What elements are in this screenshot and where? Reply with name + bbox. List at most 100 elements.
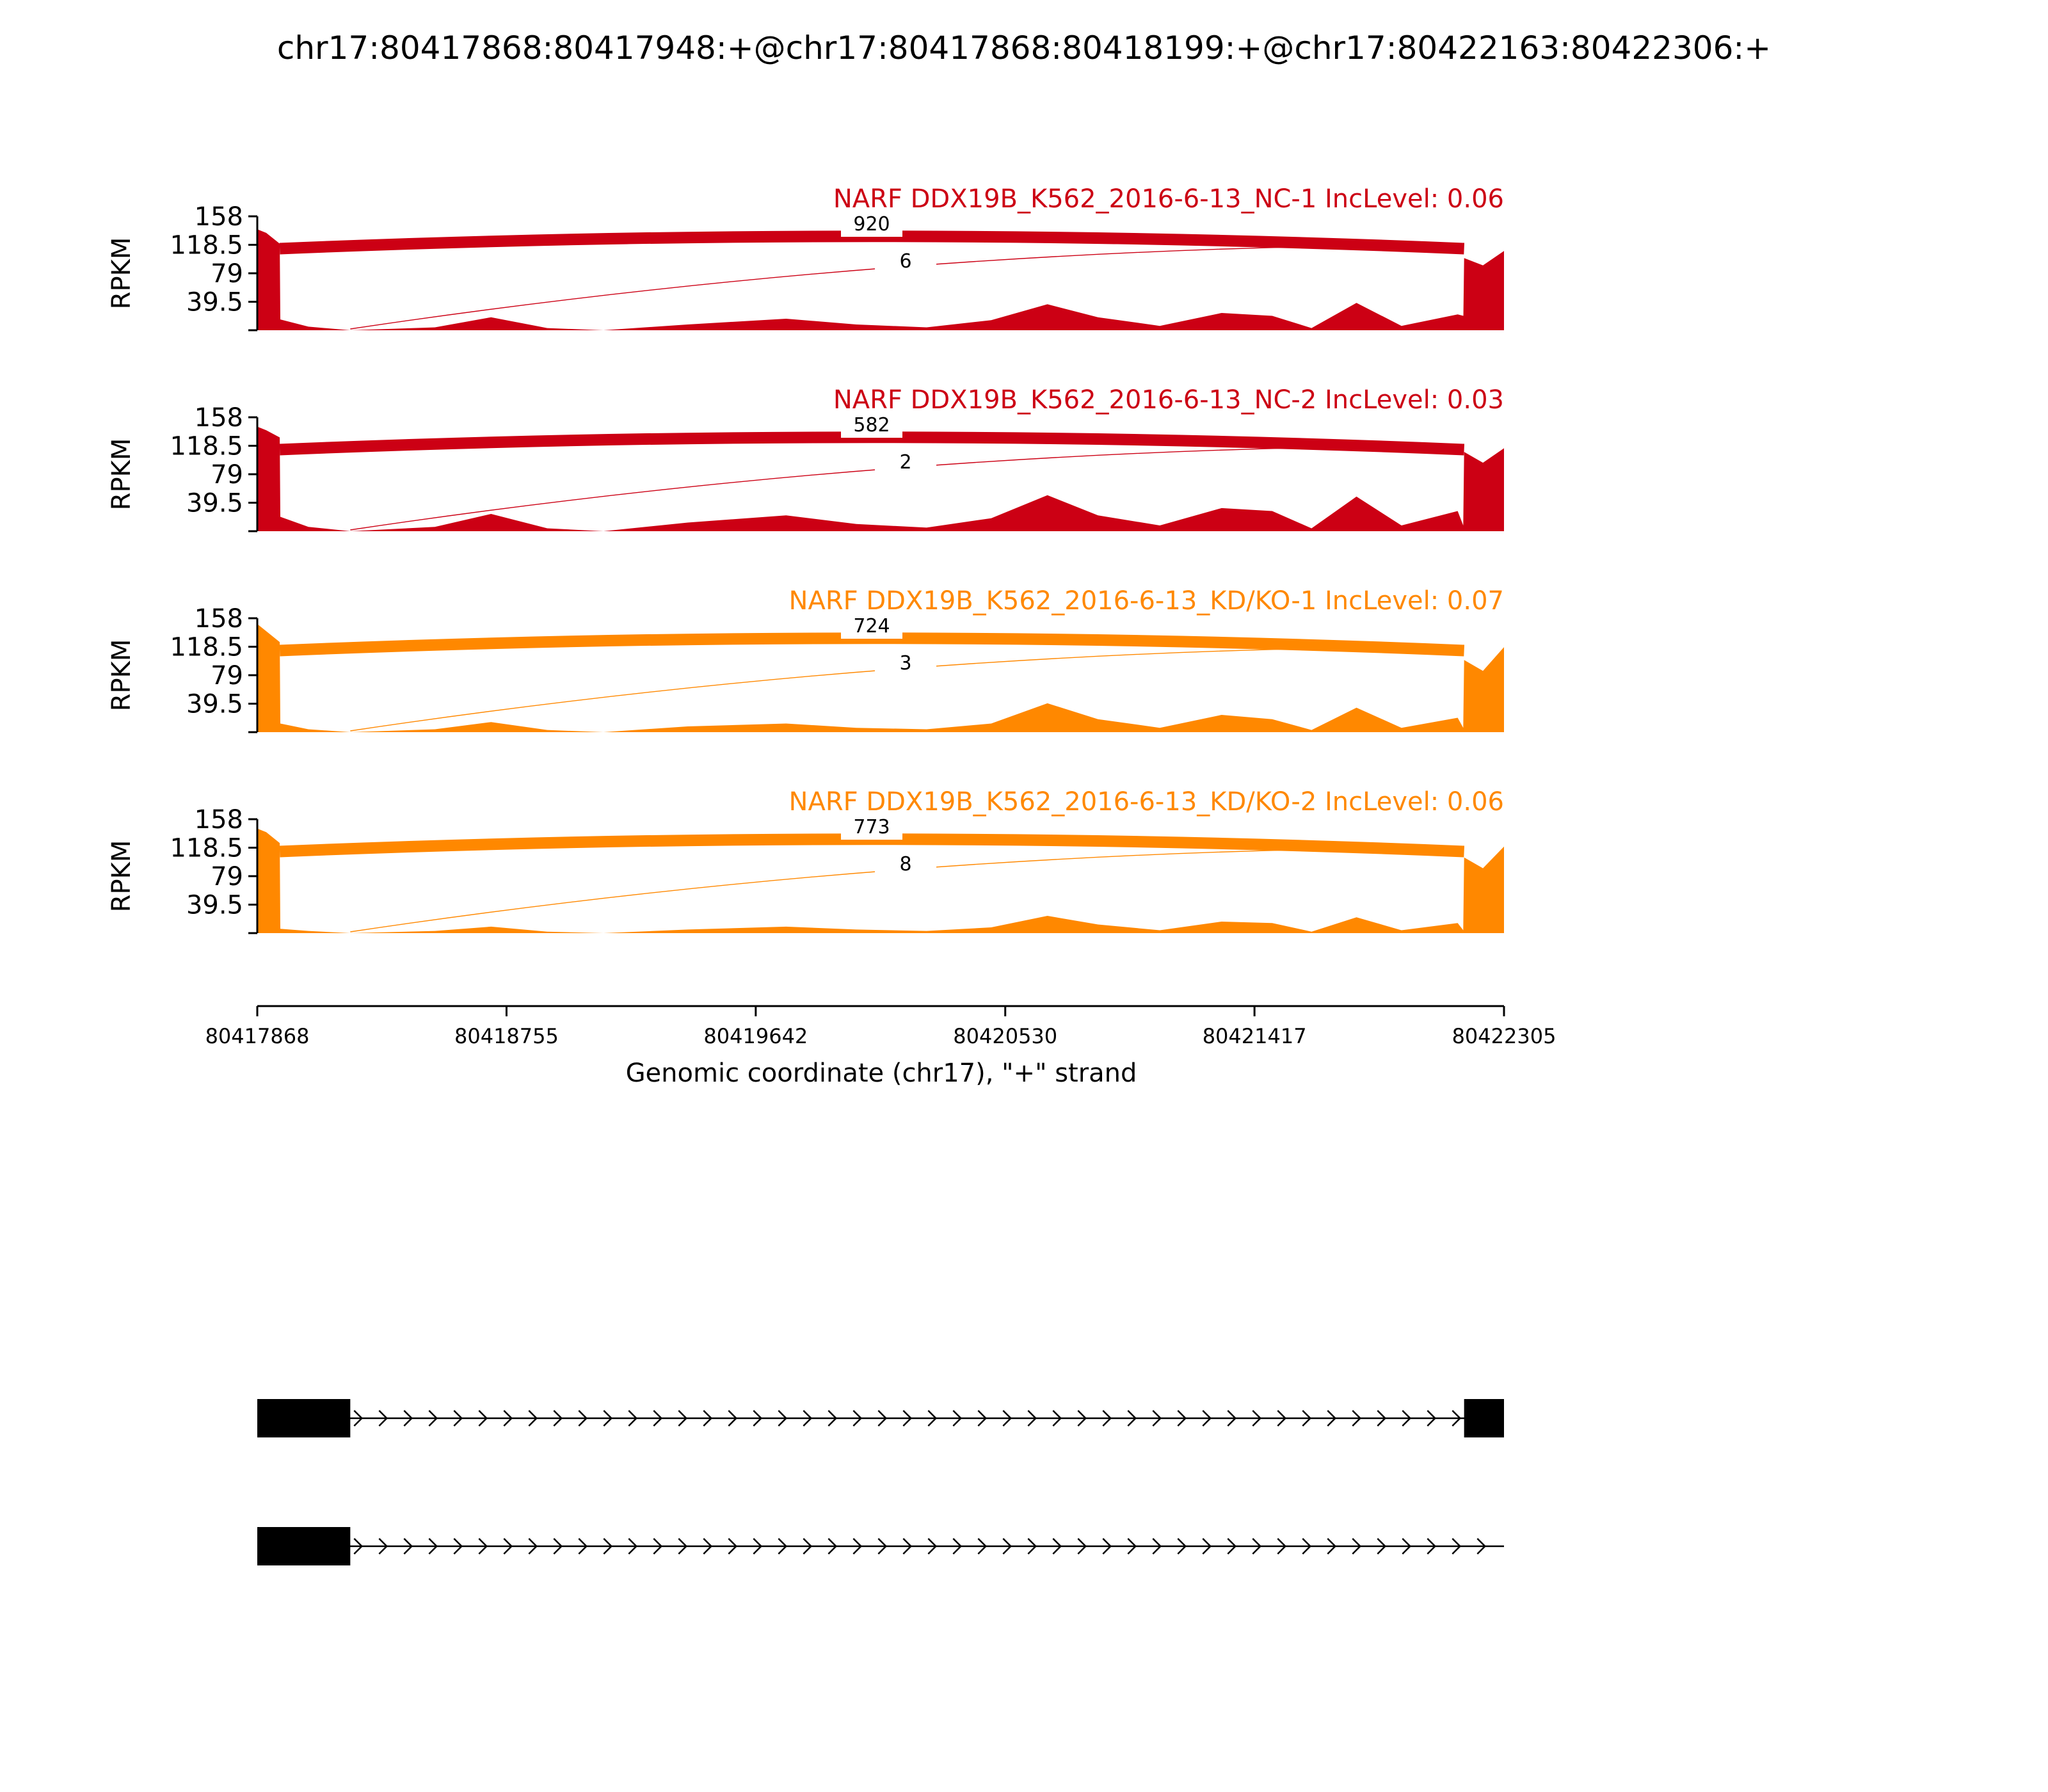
- strand-chevron-icon: [478, 1410, 488, 1427]
- strand-chevron-icon: [1377, 1410, 1387, 1427]
- strand-chevron-icon: [1002, 1410, 1012, 1427]
- series-title-3: NARF DDX19B_K562_2016-6-13_KD/KO-1 IncLe…: [789, 586, 1504, 616]
- junction-label-box-1-2: [875, 252, 936, 274]
- y-tick-label-1-1: 158: [195, 202, 243, 232]
- strand-chevron-icon: [902, 1410, 913, 1427]
- junction-label-2-2: 2: [899, 451, 911, 474]
- strand-chevron-icon: [803, 1410, 813, 1427]
- x-tick-label-4: 80420530: [953, 1024, 1057, 1048]
- strand-chevron-icon: [578, 1538, 588, 1555]
- strand-chevron-icon: [828, 1538, 838, 1555]
- transcript-models: [257, 1399, 1504, 1565]
- strand-chevron-icon: [553, 1410, 563, 1427]
- strand-chevron-icon: [628, 1410, 638, 1427]
- strand-chevron-icon: [877, 1538, 888, 1555]
- coverage-panels: 920 6 NARF DDX19B_K562_2016-6-13_NC-1 IncL…: [107, 184, 1504, 934]
- junction-label-3-2: 3: [899, 652, 911, 675]
- y-tick-label-4-4: 39.5: [186, 891, 243, 920]
- strand-chevron-icon: [1252, 1538, 1262, 1555]
- y-tick-label-3-3: 79: [211, 661, 243, 691]
- strand-chevron-icon: [1152, 1538, 1162, 1555]
- junction-label-box-4-1: [841, 818, 902, 840]
- panel-4: 773 8 NARF DDX19B_K562_2016-6-13_KD/KO-2 I…: [107, 787, 1504, 934]
- strand-chevron-icon: [753, 1410, 763, 1427]
- y-tick-label-3-1: 158: [195, 604, 243, 634]
- x-axis-label: Genomic coordinate (chr17), "+" strand: [626, 1059, 1137, 1088]
- strand-chevron-icon: [753, 1538, 763, 1555]
- junction-label-4-2: 8: [899, 853, 911, 876]
- strand-chevron-icon: [828, 1410, 838, 1427]
- x-tick-label-6: 80422305: [1452, 1024, 1556, 1048]
- strand-chevron-icon: [1402, 1410, 1412, 1427]
- transcript-1: [257, 1399, 1504, 1437]
- junction-label-4-1: 773: [853, 816, 890, 838]
- strand-chevron-icon: [852, 1538, 863, 1555]
- y-axis-label-4: RPKM: [107, 840, 136, 913]
- junction-label-2-1: 582: [853, 414, 890, 436]
- x-tick-label-1: 80417868: [205, 1024, 310, 1048]
- strand-chevron-icon: [1427, 1410, 1437, 1427]
- junction-label-box-2-1: [841, 416, 902, 438]
- strand-chevron-icon: [678, 1410, 688, 1427]
- junction-label-box-2-2: [875, 453, 936, 475]
- junction-label-1-1: 920: [853, 213, 890, 236]
- strand-chevron-icon: [778, 1538, 788, 1555]
- strand-chevron-icon: [378, 1538, 388, 1555]
- strand-chevron-icon: [1202, 1410, 1212, 1427]
- strand-chevron-icon: [927, 1410, 938, 1427]
- strand-chevron-icon: [728, 1410, 738, 1427]
- strand-chevron-icon: [1402, 1538, 1412, 1555]
- y-tick-label-4-1: 158: [195, 805, 243, 835]
- exon-1-2: [1464, 1399, 1504, 1437]
- strand-chevron-icon: [1277, 1410, 1287, 1427]
- strand-chevron-icon: [877, 1410, 888, 1427]
- strand-chevron-icon: [1177, 1538, 1187, 1555]
- series-title-2: NARF DDX19B_K562_2016-6-13_NC-2 IncLevel…: [833, 385, 1504, 415]
- x-tick-label-3: 80419642: [703, 1024, 808, 1048]
- strand-chevron-icon: [1177, 1410, 1187, 1427]
- strand-chevron-icon: [603, 1410, 613, 1427]
- y-tick-label-4-2: 118.5: [170, 834, 243, 863]
- y-tick-label-1-4: 39.5: [186, 288, 243, 317]
- strand-chevron-icon: [528, 1410, 538, 1427]
- strand-chevron-icon: [603, 1538, 613, 1555]
- strand-chevron-icon: [403, 1410, 413, 1427]
- strand-chevron-icon: [1227, 1538, 1237, 1555]
- strand-chevron-icon: [503, 1410, 513, 1427]
- strand-chevron-icon: [1277, 1538, 1287, 1555]
- y-tick-label-1-3: 79: [211, 259, 243, 289]
- strand-chevron-icon: [528, 1538, 538, 1555]
- y-tick-label-4-3: 79: [211, 862, 243, 892]
- strand-chevron-icon: [1152, 1410, 1162, 1427]
- y-tick-label-1-2: 118.5: [170, 231, 243, 260]
- strand-chevron-icon: [353, 1410, 364, 1427]
- panel-3: 724 3 NARF DDX19B_K562_2016-6-13_KD/KO-1 I…: [107, 586, 1504, 733]
- coverage-area-1: [257, 229, 1504, 330]
- junction-label-box-3-1: [841, 617, 902, 639]
- strand-chevron-icon: [803, 1538, 813, 1555]
- strand-chevron-icon: [703, 1410, 713, 1427]
- y-tick-label-3-2: 118.5: [170, 633, 243, 662]
- strand-chevron-icon: [977, 1538, 988, 1555]
- strand-chevron-icon: [852, 1410, 863, 1427]
- exon-1-1: [257, 1399, 351, 1437]
- junction-label-1-2: 6: [899, 250, 911, 273]
- strand-chevron-icon: [578, 1410, 588, 1427]
- strand-chevron-icon: [403, 1538, 413, 1555]
- x-tick-label-2: 80418755: [454, 1024, 559, 1048]
- strand-chevron-icon: [1452, 1410, 1462, 1427]
- y-tick-label-2-1: 158: [195, 403, 243, 433]
- strand-chevron-icon: [378, 1410, 388, 1427]
- strand-chevron-icon: [1127, 1538, 1137, 1555]
- transcript-2: [257, 1527, 1504, 1565]
- strand-chevron-icon: [1052, 1410, 1062, 1427]
- strand-chevron-icon: [553, 1538, 563, 1555]
- strand-chevron-icon: [1427, 1538, 1437, 1555]
- junction-label-box-4-2: [875, 855, 936, 877]
- strand-chevron-icon: [977, 1410, 988, 1427]
- y-axis-label-1: RPKM: [107, 237, 136, 310]
- strand-chevron-icon: [1077, 1410, 1087, 1427]
- strand-chevron-icon: [1102, 1538, 1112, 1555]
- strand-chevron-icon: [952, 1538, 963, 1555]
- strand-chevron-icon: [728, 1538, 738, 1555]
